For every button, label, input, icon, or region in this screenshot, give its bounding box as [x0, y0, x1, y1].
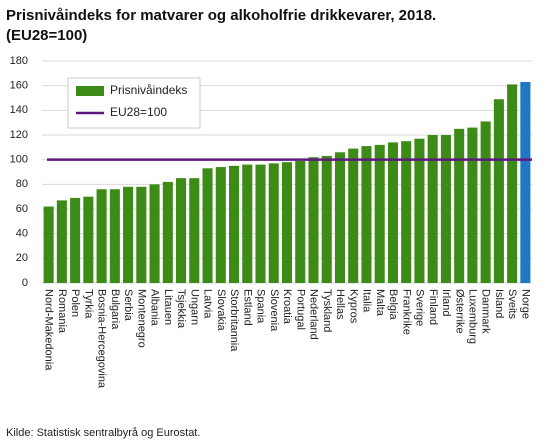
chart-subtitle: (EU28=100) [6, 27, 87, 44]
x-tick-label: Danmark [480, 289, 492, 334]
bar [162, 181, 173, 283]
y-tick-label: 140 [10, 104, 28, 116]
bar [295, 160, 306, 283]
x-tick-label: Bosnia-Hercegovina [96, 289, 108, 389]
y-tick-label: 0 [22, 277, 28, 289]
bar [268, 163, 279, 283]
x-tick-label: Norge [519, 289, 531, 319]
x-tick-label: Litauen [162, 289, 174, 325]
x-tick-label: Belgia [387, 289, 399, 320]
legend-swatch [76, 86, 104, 96]
bar [281, 162, 293, 283]
bar [56, 200, 67, 283]
source: Kilde: Statistisk sentralbyrå og Eurosta… [6, 427, 200, 439]
x-tick-label: Kroatia [281, 289, 293, 325]
bar [507, 84, 518, 283]
y-tick-label: 20 [16, 252, 28, 264]
x-tick-label: Estland [241, 289, 253, 326]
legend-label: EU28=100 [110, 105, 167, 119]
x-tick-label: Tsjekkia [175, 289, 187, 329]
bar [189, 178, 200, 283]
bar [401, 141, 412, 283]
x-tick-label: Ungarn [188, 289, 200, 325]
bar [83, 196, 94, 283]
bar [321, 155, 332, 283]
bar [215, 167, 226, 283]
bar [308, 157, 319, 283]
x-tick-label: Nord-Makedonia [43, 289, 55, 371]
x-tick-label: Kypros [347, 289, 359, 324]
bar [454, 128, 465, 283]
x-tick-label: Montenegro [135, 289, 147, 348]
x-tick-label: Portugal [294, 289, 306, 330]
bar [414, 138, 425, 283]
bar [176, 178, 187, 283]
x-tick-label: Serbia [122, 289, 134, 322]
bar [109, 189, 120, 283]
bar [374, 144, 385, 283]
x-tick-label: Storbritannia [228, 289, 240, 352]
x-tick-label: Slovenia [268, 289, 280, 332]
x-tick-label: Østerrike [453, 289, 465, 334]
x-tick-label: Italia [361, 289, 373, 313]
bar [242, 164, 253, 283]
x-tick-label: Sverige [414, 289, 426, 326]
y-tick-label: 100 [10, 154, 28, 166]
x-tick-label: Frankrike [400, 289, 412, 335]
bar [467, 127, 478, 283]
x-tick-label: Luxemburg [466, 289, 478, 344]
x-tick-label: Sveits [506, 289, 518, 319]
x-tick-label: Tyskland [321, 289, 333, 332]
bar [70, 197, 81, 283]
x-tick-label: Nederland [308, 289, 320, 340]
bar [43, 206, 54, 283]
bar [520, 81, 531, 283]
bar [228, 165, 240, 283]
bar [202, 168, 213, 283]
bar [348, 148, 359, 283]
x-tick-label: Bulgaria [109, 289, 121, 330]
y-tick-label: 160 [10, 80, 28, 92]
x-tick-label: Hellas [334, 289, 346, 320]
x-tick-label: Island [493, 289, 505, 318]
x-tick-label: Malta [374, 289, 386, 317]
legend-label: Prisnivåindeks [110, 83, 187, 97]
bar [136, 186, 147, 283]
y-tick-label: 80 [16, 178, 28, 190]
bar [149, 184, 160, 283]
x-tick-label: Finland [427, 289, 439, 325]
x-tick-label: Albania [149, 289, 161, 327]
x-tick-label: Tyrkia [82, 289, 94, 319]
bar [440, 135, 451, 283]
bar [427, 135, 438, 283]
x-tick-label: Romania [56, 289, 68, 334]
bar [361, 146, 372, 283]
bar [123, 186, 134, 283]
bar [493, 99, 504, 283]
chart-title: Prisnivåindeks for matvarer og alkoholfr… [6, 7, 436, 24]
x-tick-label: Irland [440, 289, 452, 317]
x-tick-label: Spania [255, 289, 267, 324]
y-tick-label: 60 [16, 203, 28, 215]
bar [255, 164, 266, 283]
bar [387, 142, 398, 283]
x-tick-label: Polen [69, 289, 81, 317]
bar [334, 152, 346, 283]
x-tick-label: Slovakia [215, 289, 227, 331]
y-tick-label: 120 [10, 129, 28, 141]
bar [480, 121, 491, 283]
x-tick-label: Latvia [202, 289, 214, 319]
y-tick-label: 40 [16, 228, 28, 240]
y-tick-label: 180 [10, 55, 28, 67]
bar [96, 189, 107, 283]
